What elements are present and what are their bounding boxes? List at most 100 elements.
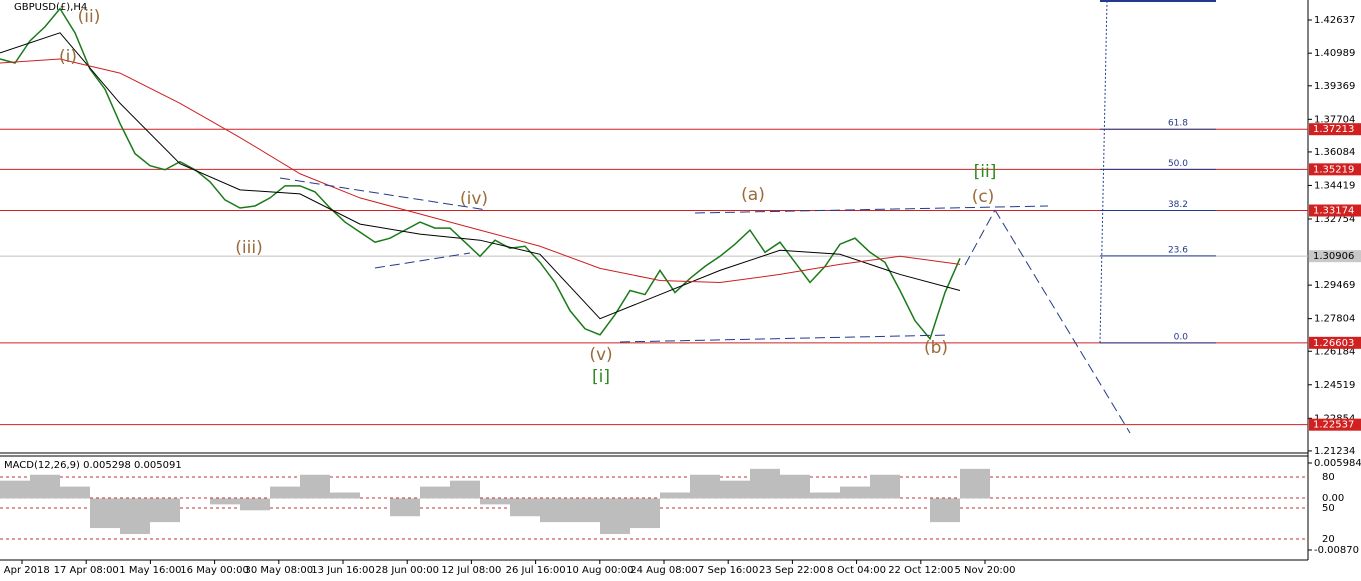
macd-bar (660, 492, 690, 499)
level-box (1309, 418, 1361, 431)
x-tick-label: 22 Oct 12:00 (888, 565, 953, 576)
level-label: 1.22537 (1313, 420, 1354, 431)
macd-level-label: 80 (1322, 472, 1335, 483)
macd-bar (420, 486, 450, 499)
x-tick-label: 12 Jul 08:00 (441, 565, 501, 576)
trend-line (279, 177, 488, 211)
wave-label: (i) (59, 47, 77, 67)
wave-label: [i] (592, 367, 610, 387)
macd-bar (270, 486, 300, 499)
current-label: 1.30906 (1313, 251, 1354, 262)
macd-bar (690, 474, 720, 499)
level-box (1309, 204, 1361, 217)
x-tick-label: 3 Apr 2018 (0, 565, 50, 576)
x-tick-label: 28 Jun 00:00 (375, 565, 439, 576)
fib-label: 0.0 (1174, 332, 1189, 342)
x-tick-label: 1 May 16:00 (119, 565, 181, 576)
trend-line (374, 252, 471, 269)
macd-bar (840, 486, 870, 499)
macd-bar (780, 474, 810, 499)
macd-bar (630, 498, 660, 529)
macd-level-label: 0.00 (1322, 493, 1344, 504)
wave-label: (iii) (235, 238, 262, 258)
macd-bar (960, 468, 990, 499)
wave-label: (ii) (78, 7, 101, 27)
level-label: 1.37213 (1313, 124, 1354, 135)
fib-label: 23.6 (1168, 245, 1188, 255)
macd-bar (150, 498, 180, 523)
macd-bar (870, 474, 900, 499)
macd-bar (720, 480, 750, 499)
macd-bar (510, 498, 540, 517)
y-tick-label: 1.29469 (1314, 280, 1355, 291)
wave-label: (a) (741, 185, 765, 205)
x-tick-label: 13 Jun 16:00 (311, 565, 375, 576)
macd-bar (570, 498, 600, 523)
series-price (0, 7, 961, 341)
level-box (1309, 163, 1361, 176)
trend-line (694, 205, 1049, 214)
level-box (1309, 123, 1361, 136)
y-tick-label: 1.21234 (1314, 446, 1355, 457)
y-tick-label: 1.32754 (1314, 214, 1355, 225)
y-tick-label: 1.40989 (1314, 48, 1355, 59)
macd-bar (240, 498, 270, 511)
fib-label: 38.2 (1168, 200, 1188, 210)
macd-title: MACD(12,26,9) 0.005298 0.005091 (4, 460, 182, 471)
trend-line (994, 209, 1131, 434)
macd-bar (60, 486, 90, 499)
wave-label: (c) (972, 187, 995, 207)
x-tick-label: 24 Aug 08:00 (630, 565, 697, 576)
wave-label: (iv) (460, 189, 488, 209)
level-label: 1.33174 (1313, 206, 1354, 217)
macd-bar (540, 498, 570, 523)
macd-level-label: 50 (1322, 503, 1335, 514)
y-tick-label: 1.39369 (1314, 81, 1355, 92)
x-tick-label: 7 Sep 16:00 (698, 565, 758, 576)
x-tick-label: 26 Jul 16:00 (506, 565, 566, 576)
x-tick-label: 17 Apr 08:00 (54, 565, 119, 576)
macd-bar (300, 474, 330, 499)
y-tick-label: 1.34419 (1314, 180, 1355, 191)
x-tick-label: 23 Sep 22:00 (759, 565, 826, 576)
x-tick-label: 30 May 08:00 (245, 565, 314, 576)
macd-bar (120, 498, 150, 534)
current-box (1309, 250, 1361, 263)
series-ma-slow (0, 58, 961, 283)
wave-label: (v) (589, 345, 612, 365)
macd-bar (390, 498, 420, 517)
y-tick-label: 1.27804 (1314, 314, 1355, 325)
trend-line (964, 209, 996, 266)
macd-bar (90, 498, 120, 529)
macd-tick-label: -0.00870 (1314, 545, 1359, 556)
macd-bar (480, 498, 510, 505)
macd-bar (30, 474, 60, 499)
x-tick-label: 5 Nov 20:00 (954, 565, 1015, 576)
wave-label: [ii] (974, 162, 997, 182)
macd-bar (930, 498, 960, 523)
y-tick-label: 1.36084 (1314, 147, 1355, 158)
wave-label: (b) (924, 338, 948, 358)
macd-bar (600, 498, 630, 534)
macd-bar (210, 498, 240, 505)
y-tick-label: 1.42637 (1314, 15, 1355, 26)
level-box (1309, 336, 1361, 349)
macd-bar (810, 492, 840, 499)
trend-line (619, 334, 951, 343)
y-tick-label: 1.24519 (1314, 380, 1355, 391)
chart-title: GBPUSD(£),H4 (14, 2, 87, 13)
y-tick-label: 1.37704 (1314, 114, 1355, 125)
macd-bar (0, 480, 30, 499)
fib-label: 61.8 (1168, 119, 1188, 129)
fib-label: 50.0 (1168, 159, 1188, 169)
macd-level-label: 20 (1322, 534, 1335, 545)
level-label: 1.35219 (1313, 164, 1354, 175)
macd-bar (330, 492, 360, 499)
macd-tick-label: 0.005984 (1314, 458, 1361, 469)
x-tick-label: 16 May 00:00 (180, 565, 249, 576)
macd-bar (450, 480, 480, 499)
x-tick-label: 10 Aug 00:00 (566, 565, 633, 576)
macd-bar (750, 468, 780, 499)
